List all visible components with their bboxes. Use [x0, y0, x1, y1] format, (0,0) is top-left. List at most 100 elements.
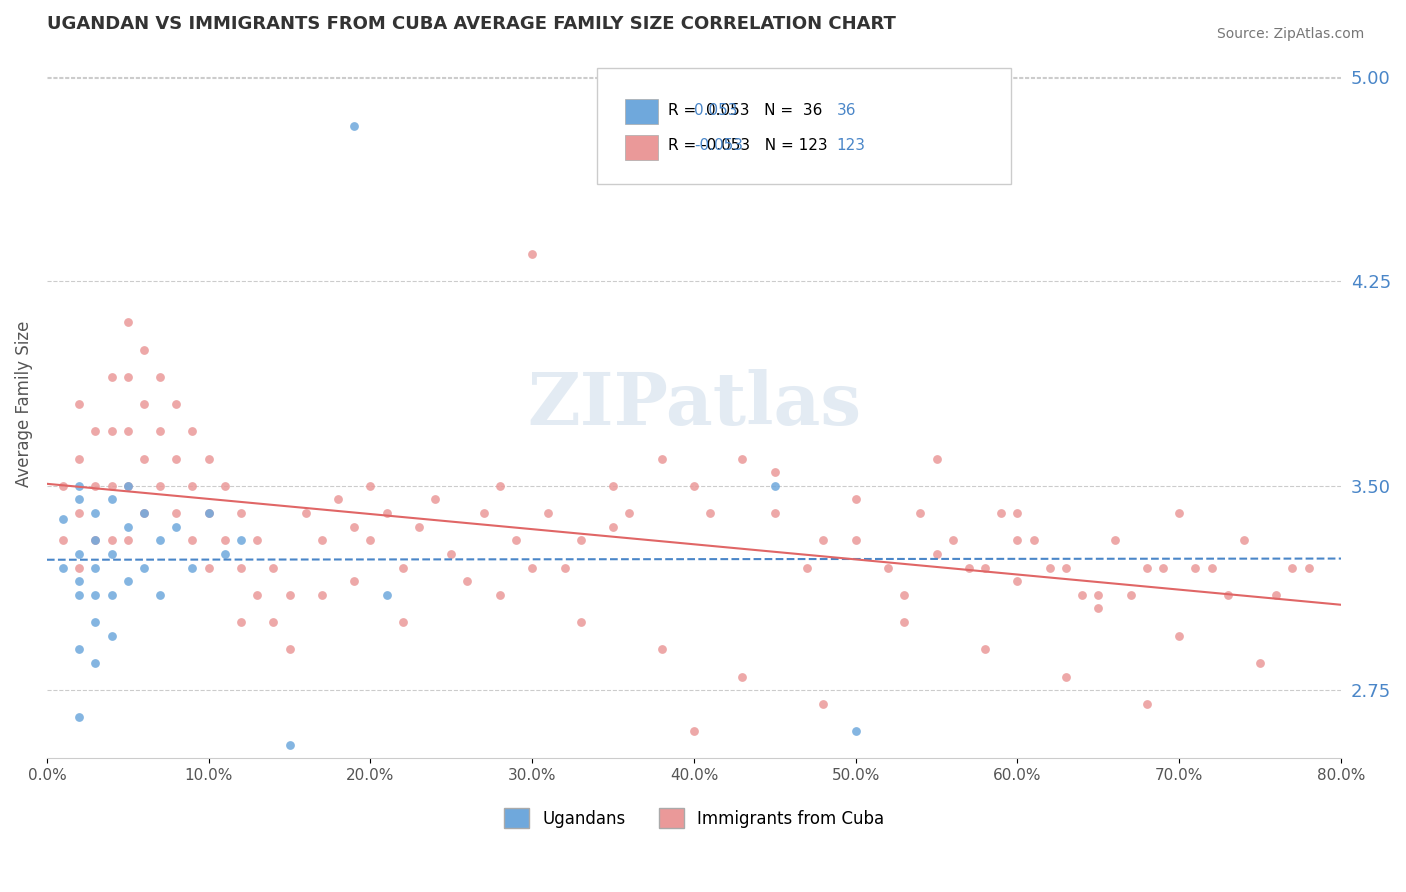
Point: [343, 574, 366, 589]
Point: [569, 615, 592, 629]
Point: [1249, 656, 1271, 670]
Y-axis label: Average Family Size: Average Family Size: [15, 321, 32, 487]
Point: [67, 588, 90, 602]
Point: [699, 506, 721, 520]
Point: [165, 397, 187, 411]
Point: [278, 588, 301, 602]
Point: [100, 369, 122, 384]
Point: [925, 451, 948, 466]
Point: [1136, 560, 1159, 574]
Point: [246, 533, 269, 548]
Point: [1104, 533, 1126, 548]
Point: [197, 506, 219, 520]
Point: [132, 397, 155, 411]
Point: [343, 119, 366, 133]
Point: [67, 506, 90, 520]
Point: [262, 560, 284, 574]
Point: [117, 533, 139, 548]
Point: [391, 560, 413, 574]
Point: [440, 547, 463, 561]
Point: [893, 615, 915, 629]
Point: [165, 506, 187, 520]
Point: [731, 451, 754, 466]
Point: [1216, 588, 1239, 602]
Point: [359, 533, 381, 548]
Text: ZIPatlas: ZIPatlas: [527, 368, 860, 440]
Text: 36: 36: [837, 103, 856, 118]
Point: [165, 451, 187, 466]
Point: [942, 533, 965, 548]
Point: [1168, 629, 1191, 643]
Point: [391, 615, 413, 629]
Point: [100, 629, 122, 643]
Point: [132, 506, 155, 520]
Point: [845, 724, 868, 739]
FancyBboxPatch shape: [626, 99, 658, 124]
Point: [1007, 506, 1029, 520]
Point: [67, 451, 90, 466]
Point: [602, 479, 624, 493]
Point: [845, 533, 868, 548]
Point: [311, 533, 333, 548]
Point: [1054, 669, 1077, 683]
Text: UGANDAN VS IMMIGRANTS FROM CUBA AVERAGE FAMILY SIZE CORRELATION CHART: UGANDAN VS IMMIGRANTS FROM CUBA AVERAGE …: [46, 15, 896, 33]
Point: [67, 547, 90, 561]
Point: [925, 547, 948, 561]
Point: [229, 533, 252, 548]
Point: [472, 506, 495, 520]
Point: [683, 724, 706, 739]
Point: [456, 574, 478, 589]
Point: [1087, 601, 1109, 615]
Point: [117, 479, 139, 493]
Point: [845, 492, 868, 507]
Point: [651, 451, 673, 466]
Point: [796, 560, 818, 574]
Point: [343, 519, 366, 533]
Point: [117, 519, 139, 533]
Point: [84, 588, 107, 602]
Point: [117, 315, 139, 329]
Point: [84, 560, 107, 574]
Point: [149, 479, 172, 493]
Point: [489, 479, 512, 493]
Point: [117, 479, 139, 493]
Point: [1201, 560, 1223, 574]
Point: [100, 547, 122, 561]
Point: [1152, 560, 1174, 574]
Point: [537, 506, 560, 520]
Point: [974, 560, 997, 574]
Point: [84, 533, 107, 548]
Text: 123: 123: [837, 138, 865, 153]
Point: [1233, 533, 1256, 548]
Legend: Ugandans, Immigrants from Cuba: Ugandans, Immigrants from Cuba: [498, 801, 891, 835]
Point: [197, 506, 219, 520]
Point: [813, 533, 835, 548]
Text: 0.053: 0.053: [695, 103, 738, 118]
Point: [100, 425, 122, 439]
Point: [132, 506, 155, 520]
Point: [100, 533, 122, 548]
Point: [149, 588, 172, 602]
Point: [813, 697, 835, 711]
Point: [181, 560, 204, 574]
Point: [893, 588, 915, 602]
Point: [1119, 588, 1142, 602]
Point: [67, 492, 90, 507]
Point: [84, 479, 107, 493]
Point: [117, 425, 139, 439]
FancyBboxPatch shape: [598, 68, 1011, 185]
Point: [149, 369, 172, 384]
Point: [149, 425, 172, 439]
Point: [877, 560, 900, 574]
Point: [602, 519, 624, 533]
Point: [1007, 574, 1029, 589]
Point: [957, 560, 980, 574]
Point: [910, 506, 932, 520]
Point: [100, 588, 122, 602]
Point: [52, 511, 75, 525]
Point: [763, 479, 786, 493]
Point: [423, 492, 446, 507]
Point: [1007, 533, 1029, 548]
Point: [489, 588, 512, 602]
Point: [505, 533, 527, 548]
